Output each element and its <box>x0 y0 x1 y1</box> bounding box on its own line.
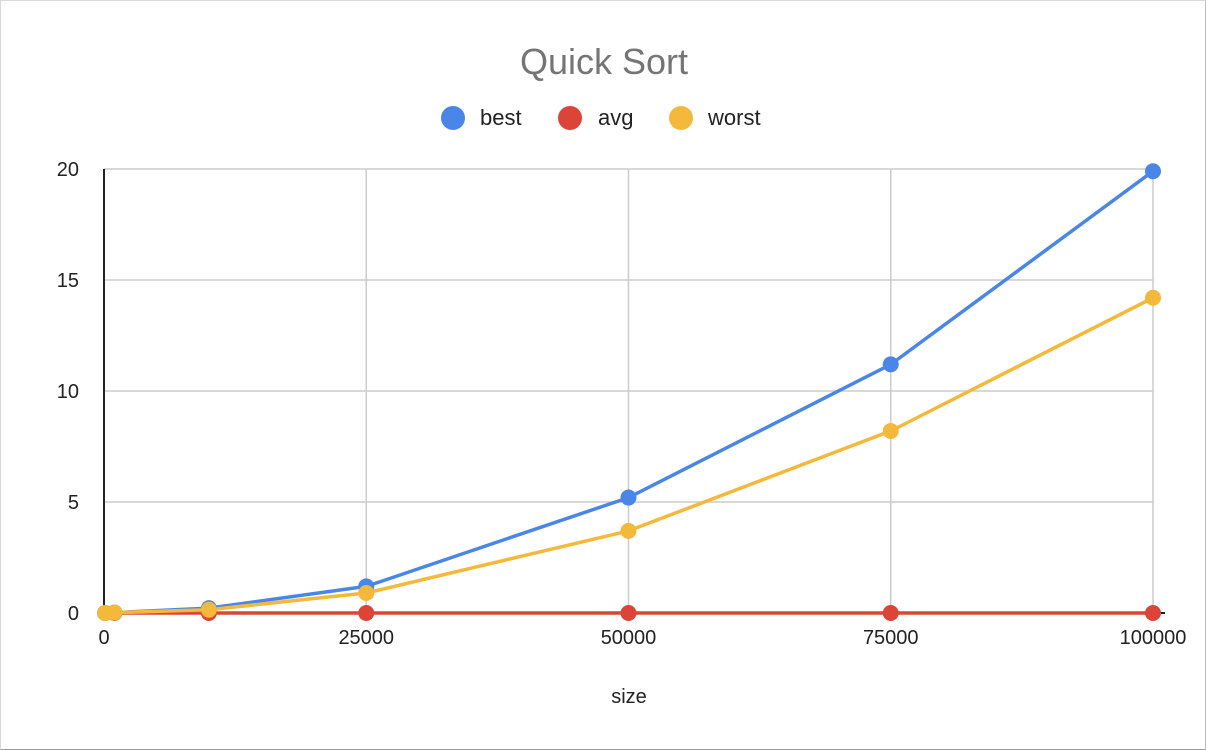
chart-title: Quick Sort <box>520 41 688 82</box>
x-axis-title: size <box>611 686 647 708</box>
data-point-worst <box>620 522 637 539</box>
legend-label-worst: worst <box>707 105 761 130</box>
y-tick-label: 20 <box>57 159 79 181</box>
data-point-worst <box>1145 289 1161 306</box>
legend-marker-avg <box>558 106 582 130</box>
data-point-worst <box>200 601 217 618</box>
y-tick-labels: 0 5 10 15 20 <box>57 159 79 625</box>
x-tick-label: 0 <box>98 627 109 649</box>
legend: best avg worst <box>441 105 761 130</box>
series-points <box>97 163 1161 621</box>
y-tick-label: 0 <box>68 603 79 625</box>
x-tick-label: 50000 <box>601 627 657 649</box>
y-tick-label: 10 <box>57 381 79 403</box>
data-point-avg <box>620 605 637 621</box>
legend-marker-best <box>441 106 465 130</box>
x-tick-labels: 0 25000 50000 75000 100000 <box>98 627 1186 649</box>
data-point-worst <box>106 604 123 621</box>
data-point-avg <box>882 605 899 621</box>
legend-marker-worst <box>669 106 693 130</box>
data-point-worst <box>882 422 899 439</box>
y-tick-label: 15 <box>57 270 79 292</box>
x-tick-label: 75000 <box>863 627 919 649</box>
y-tick-label: 5 <box>68 492 79 514</box>
legend-label-avg: avg <box>598 105 633 130</box>
data-point-avg <box>1145 605 1161 621</box>
data-point-best <box>620 489 637 506</box>
gridlines <box>104 168 1154 613</box>
data-point-best <box>1145 163 1161 180</box>
data-point-avg <box>358 605 375 621</box>
x-tick-label: 100000 <box>1120 627 1187 649</box>
x-tick-label: 25000 <box>338 627 394 649</box>
data-point-best <box>882 356 899 373</box>
data-point-worst <box>358 585 375 602</box>
legend-label-best: best <box>480 105 522 130</box>
